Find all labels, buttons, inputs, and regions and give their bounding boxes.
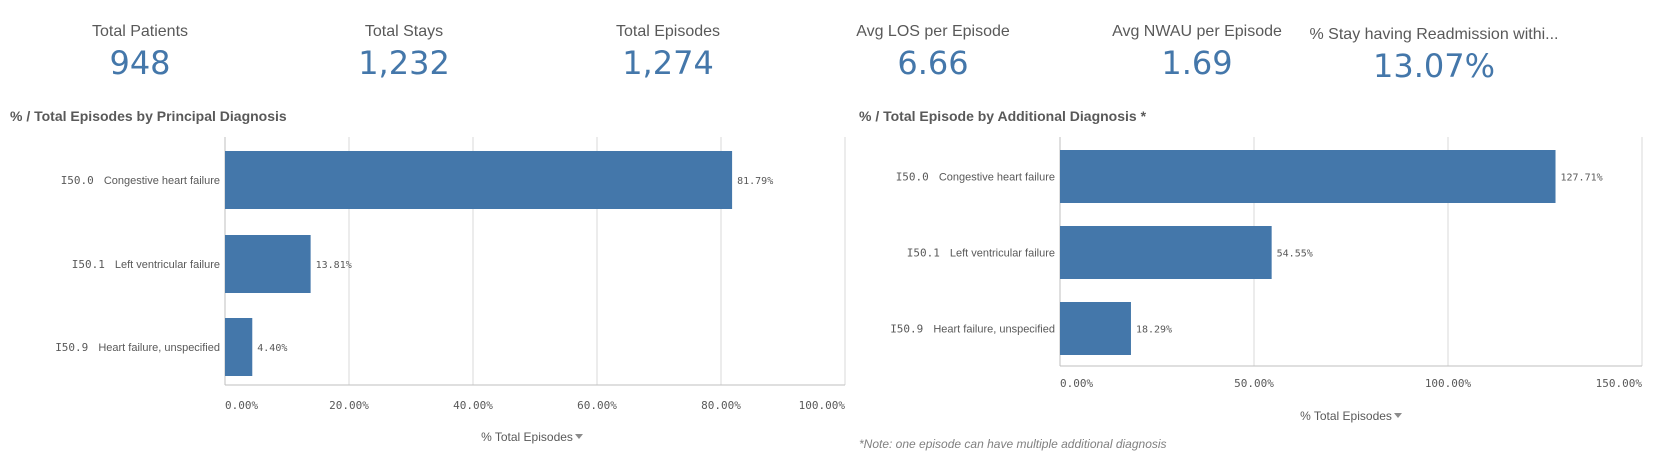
kpi-label: % Stay having Readmission withi...	[1309, 26, 1559, 43]
category-code: I50.1	[72, 258, 105, 271]
caret-down-icon[interactable]	[1394, 413, 1402, 418]
category-label: I50.9 Heart failure, unspecified	[55, 341, 220, 354]
data-label: 54.55%	[1277, 249, 1313, 260]
kpi-label: Total Stays	[364, 23, 444, 40]
x-tick-label: 100.00%	[1425, 377, 1472, 390]
kpi-value: 1.69	[1161, 44, 1233, 82]
kpi-avg-nwau: Avg NWAU per Episode 1.69	[1057, 22, 1337, 82]
data-label: 127.71%	[1561, 173, 1603, 184]
category-code: I50.0	[61, 174, 94, 187]
bar	[225, 318, 253, 376]
data-label: 18.29%	[1136, 325, 1172, 336]
data-label: 13.81%	[316, 260, 352, 271]
data-label: 4.40%	[257, 343, 287, 354]
footnote: *Note: one episode can have multiple add…	[859, 437, 1167, 451]
kpi-avg-los: Avg LOS per Episode 6.66	[793, 22, 1073, 82]
bar	[1060, 302, 1131, 355]
category-code: I50.9	[890, 323, 923, 336]
kpi-readmission-rate: % Stay having Readmission withi... 13.07…	[1294, 25, 1574, 85]
kpi-value: 6.66	[897, 44, 969, 82]
category-label: I50.0 Congestive heart failure	[896, 171, 1055, 184]
x-tick-label: 50.00%	[1234, 377, 1274, 390]
kpi-label: Avg NWAU per Episode	[1112, 23, 1282, 40]
category-code: I50.9	[55, 341, 88, 354]
kpi-label: Total Episodes	[615, 23, 721, 40]
bar	[1060, 150, 1556, 203]
bar	[225, 151, 733, 209]
kpi-total-patients: Total Patients 948	[0, 22, 280, 82]
kpi-label: Total Patients	[91, 23, 189, 40]
kpi-value: 13.07%	[1372, 47, 1495, 85]
category-name: Congestive heart failure	[939, 172, 1055, 184]
kpi-value: 1,232	[358, 44, 450, 82]
bar	[1060, 226, 1272, 279]
x-tick-label: 60.00%	[577, 399, 617, 412]
chart-title-additional: % / Total Episode by Additional Diagnosi…	[859, 108, 1147, 124]
category-label: I50.9 Heart failure, unspecified	[890, 323, 1055, 336]
x-axis-title: % Total Episodes	[481, 430, 573, 444]
caret-down-icon[interactable]	[575, 434, 583, 439]
category-label: I50.1 Left ventricular failure	[907, 247, 1055, 260]
kpi-value: 948	[109, 44, 171, 82]
category-name: Heart failure, unspecified	[98, 342, 220, 354]
data-label: 81.79%	[737, 176, 773, 187]
x-tick-label: 100.00%	[799, 399, 846, 412]
x-tick-label: 150.00%	[1596, 377, 1643, 390]
x-tick-label: 0.00%	[1060, 377, 1093, 390]
x-tick-label: 80.00%	[701, 399, 741, 412]
category-code: I50.0	[896, 171, 929, 184]
kpi-label: Avg LOS per Episode	[856, 23, 1010, 40]
category-code: I50.1	[907, 247, 940, 260]
kpi-value: 1,274	[622, 44, 714, 82]
kpi-total-episodes: Total Episodes 1,274	[528, 22, 808, 82]
x-tick-label: 0.00%	[225, 399, 258, 412]
bar	[225, 235, 311, 293]
kpi-total-stays: Total Stays 1,232	[264, 22, 544, 82]
category-name: Left ventricular failure	[950, 248, 1055, 260]
category-name: Congestive heart failure	[104, 175, 220, 187]
chart-title-principal: % / Total Episodes by Principal Diagnosi…	[10, 108, 287, 124]
category-name: Heart failure, unspecified	[933, 324, 1055, 336]
category-label: I50.0 Congestive heart failure	[61, 174, 220, 187]
category-label: I50.1 Left ventricular failure	[72, 258, 220, 271]
x-axis-title: % Total Episodes	[1300, 409, 1392, 423]
x-tick-label: 20.00%	[329, 399, 369, 412]
category-name: Left ventricular failure	[115, 259, 220, 271]
x-tick-label: 40.00%	[453, 399, 493, 412]
